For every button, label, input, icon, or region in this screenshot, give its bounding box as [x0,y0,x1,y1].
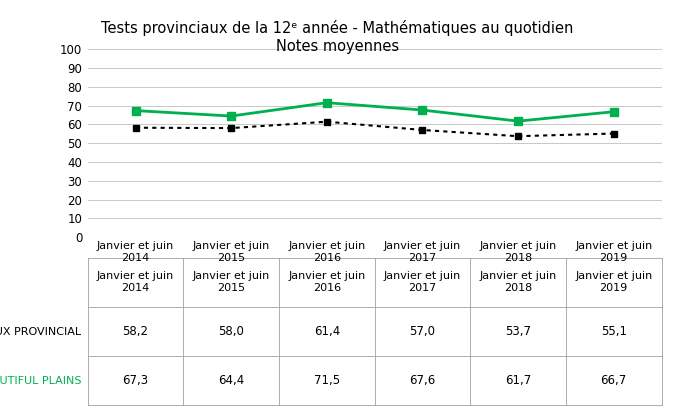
Text: 61,7: 61,7 [505,374,531,387]
Text: Janvier et juin
2018: Janvier et juin 2018 [479,272,557,293]
Text: 57,0: 57,0 [410,325,435,338]
Text: Janvier et juin
2014: Janvier et juin 2014 [97,241,174,263]
Text: Janvier et juin
2018: Janvier et juin 2018 [479,241,557,263]
Text: Janvier et juin
2017: Janvier et juin 2017 [384,241,461,263]
Text: Janvier et juin
2019: Janvier et juin 2019 [575,241,652,263]
Text: Janvier et juin
2019: Janvier et juin 2019 [575,272,652,293]
Text: Janvier et juin
2015: Janvier et juin 2015 [192,272,270,293]
Text: Janvier et juin
2016: Janvier et juin 2016 [288,272,365,293]
Text: 64,4: 64,4 [218,374,244,387]
Text: Janvier et juin
2016: Janvier et juin 2016 [288,241,365,263]
Text: Janvier et juin
2014: Janvier et juin 2014 [97,272,174,293]
Text: Janvier et juin
2017: Janvier et juin 2017 [384,272,461,293]
Text: 58,2: 58,2 [123,325,148,338]
Text: 53,7: 53,7 [505,325,531,338]
Text: Janvier et juin
2015: Janvier et juin 2015 [192,241,270,263]
Text: –■– BEAUTIFUL PLAINS: –■– BEAUTIFUL PLAINS [0,375,81,385]
Text: 67,3: 67,3 [122,374,148,387]
Text: 67,6: 67,6 [409,374,435,387]
Text: 71,5: 71,5 [314,374,340,387]
Text: 55,1: 55,1 [601,325,626,338]
Text: –■– TAUX PROVINCIAL: –■– TAUX PROVINCIAL [0,326,81,336]
Text: 66,7: 66,7 [601,374,627,387]
Text: 58,0: 58,0 [218,325,244,338]
Text: Tests provinciaux de la 12ᵉ année - Mathématiques au quotidien
Notes moyennes: Tests provinciaux de la 12ᵉ année - Math… [101,20,574,54]
Text: 61,4: 61,4 [314,325,340,338]
